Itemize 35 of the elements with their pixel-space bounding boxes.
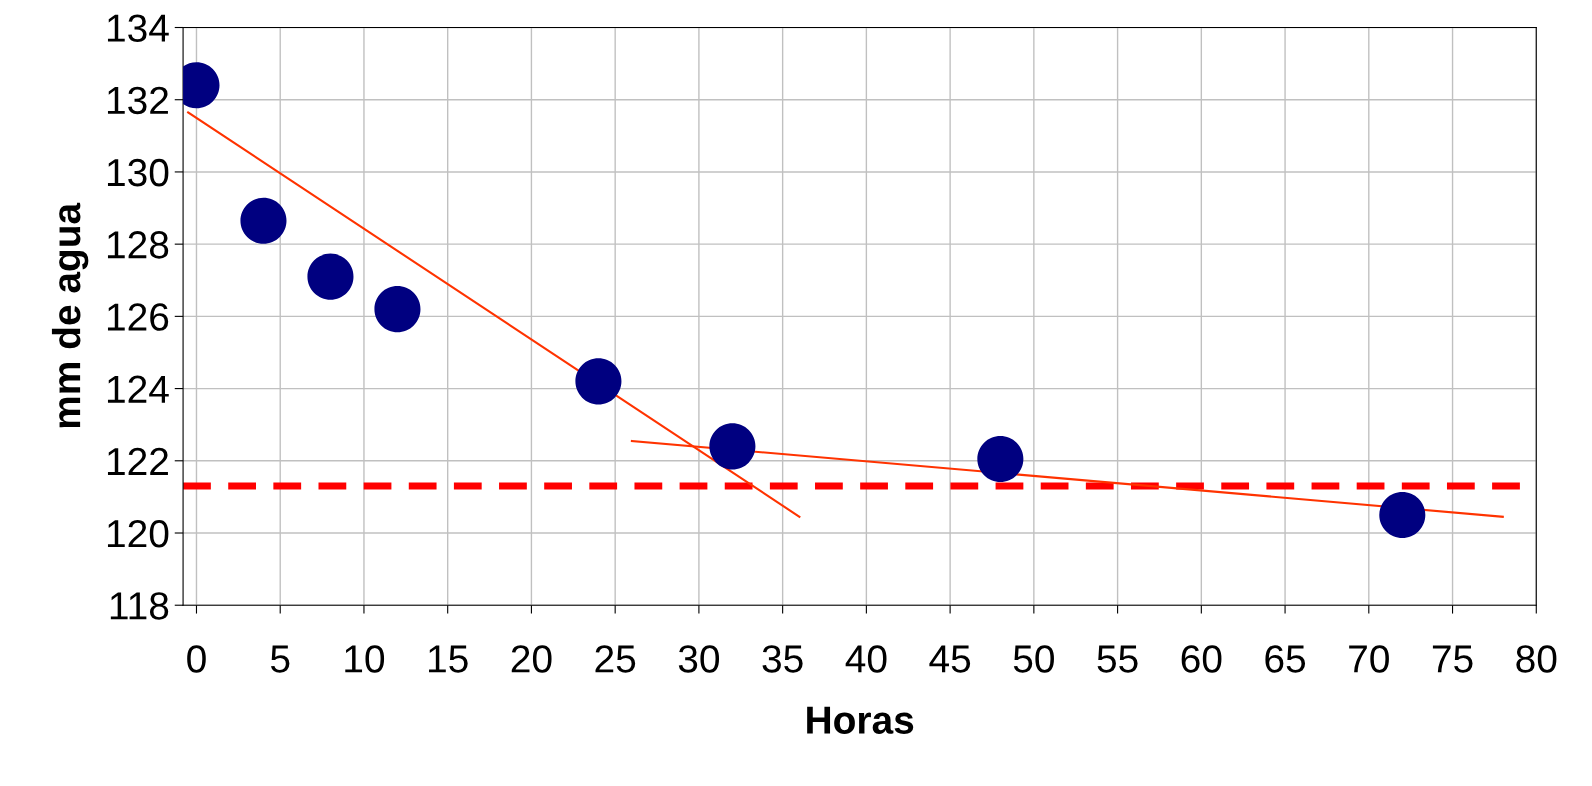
x-tick-label: 0 [187,645,206,673]
point [977,435,1024,483]
y-tick-label: 124 [107,375,169,403]
x-tick-label: 25 [595,645,636,673]
y-tick-label: 130 [107,158,169,187]
y-tick-label: 128 [107,231,169,259]
x-tick-label: 70 [1349,645,1389,673]
x-tick-label: 5 [270,645,290,673]
x-tick-label: 65 [1265,645,1306,673]
x-tick-label: 80 [1516,645,1557,673]
x-tick-label: 55 [1097,645,1138,673]
y-axis-title: mm de agua [51,202,89,428]
y-tick-label: 120 [107,519,169,548]
point [307,253,354,300]
x-axis-title: Horas [807,706,914,734]
x-tick-label: 75 [1432,645,1473,673]
point [374,286,421,333]
point [709,423,756,470]
x-tick-label: 35 [762,645,803,673]
y-tick-label: 132 [107,86,168,115]
x-tick-label: 40 [845,645,887,673]
x-tick-label: 60 [1181,645,1222,673]
y-tick-label: 126 [107,303,169,331]
point [240,197,287,244]
y-tick-label: 134 [107,14,169,42]
x-tick-label: 45 [929,645,971,673]
y-tick-label: 122 [107,447,168,475]
x-tick-label: 50 [1013,645,1054,673]
y-tick-label: 118 [110,592,169,620]
point [575,358,622,405]
x-tick-label: 15 [429,645,468,673]
point [1379,491,1426,538]
x-tick-label: 10 [345,645,385,673]
x-tick-label: 20 [511,645,552,673]
x-tick-label: 30 [678,645,720,673]
